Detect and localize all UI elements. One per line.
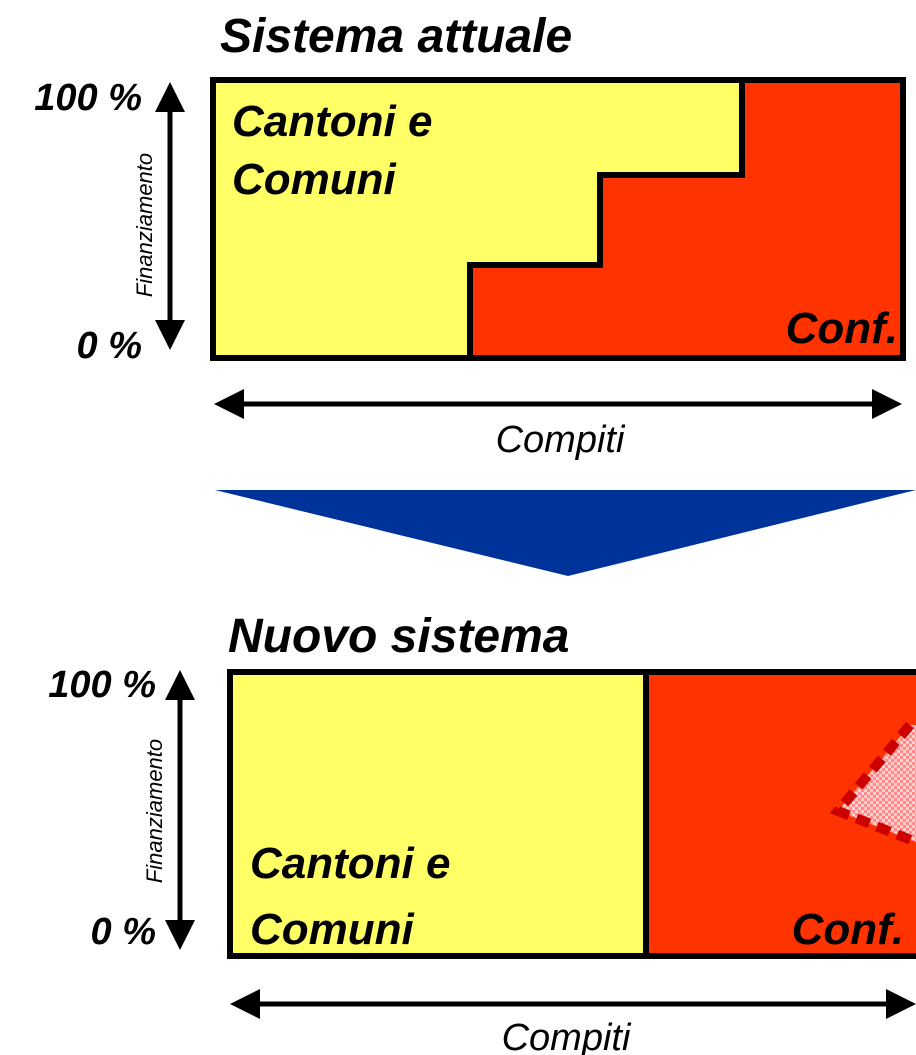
- bottom-panel: Nuovo sistema 100 % 0 % Finanziamento Ca…: [48, 610, 916, 1055]
- bottom-financing-axis-label: Finanziamento: [142, 739, 167, 883]
- top-y-max-label: 100 %: [34, 77, 142, 119]
- bottom-cantons-label-line1: Cantoni e: [250, 839, 450, 888]
- top-confederation-region: [470, 80, 903, 358]
- bottom-y-min-label: 0 %: [91, 911, 156, 953]
- top-panel-title: Sistema attuale: [220, 10, 572, 63]
- bottom-tasks-axis-label: Compiti: [502, 1017, 632, 1055]
- bottom-cantons-label-line2: Comuni: [250, 905, 415, 954]
- transition-arrow: [215, 490, 916, 576]
- bottom-confederation-label: Conf.: [792, 905, 904, 954]
- bottom-panel-title: Nuovo sistema: [228, 610, 569, 663]
- top-panel: Sistema attuale 100 % 0 % Finanziamento …: [34, 10, 906, 461]
- top-cantons-label-line1: Cantoni e: [232, 97, 432, 146]
- top-financing-axis-label: Finanziamento: [132, 153, 157, 297]
- top-confederation-label: Conf.: [786, 304, 898, 353]
- bottom-panel-frame: [227, 669, 916, 959]
- bottom-y-max-label: 100 %: [48, 664, 156, 706]
- top-cantons-label-line2: Comuni: [232, 155, 397, 204]
- top-boundary-step-line: [467, 80, 745, 358]
- top-y-min-label: 0 %: [77, 325, 142, 367]
- top-panel-frame: [210, 77, 906, 361]
- hatched-triangle-fill: [838, 725, 916, 842]
- top-tasks-axis-label: Compiti: [496, 419, 626, 461]
- dashed-triangle-outline: [829, 721, 916, 847]
